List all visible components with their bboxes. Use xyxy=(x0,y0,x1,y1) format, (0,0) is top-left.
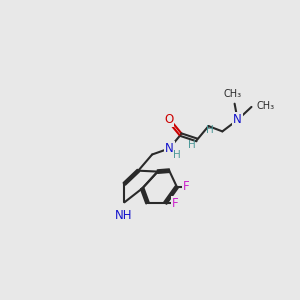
Text: CH₃: CH₃ xyxy=(224,88,242,99)
Text: O: O xyxy=(164,113,173,126)
Text: H: H xyxy=(173,150,181,160)
Text: N: N xyxy=(165,142,174,155)
Text: F: F xyxy=(172,196,178,209)
Text: H: H xyxy=(206,125,214,135)
Text: NH: NH xyxy=(115,209,132,222)
Text: CH₃: CH₃ xyxy=(256,101,275,111)
Text: N: N xyxy=(233,113,242,126)
Text: F: F xyxy=(183,180,190,193)
Text: H: H xyxy=(188,140,196,150)
